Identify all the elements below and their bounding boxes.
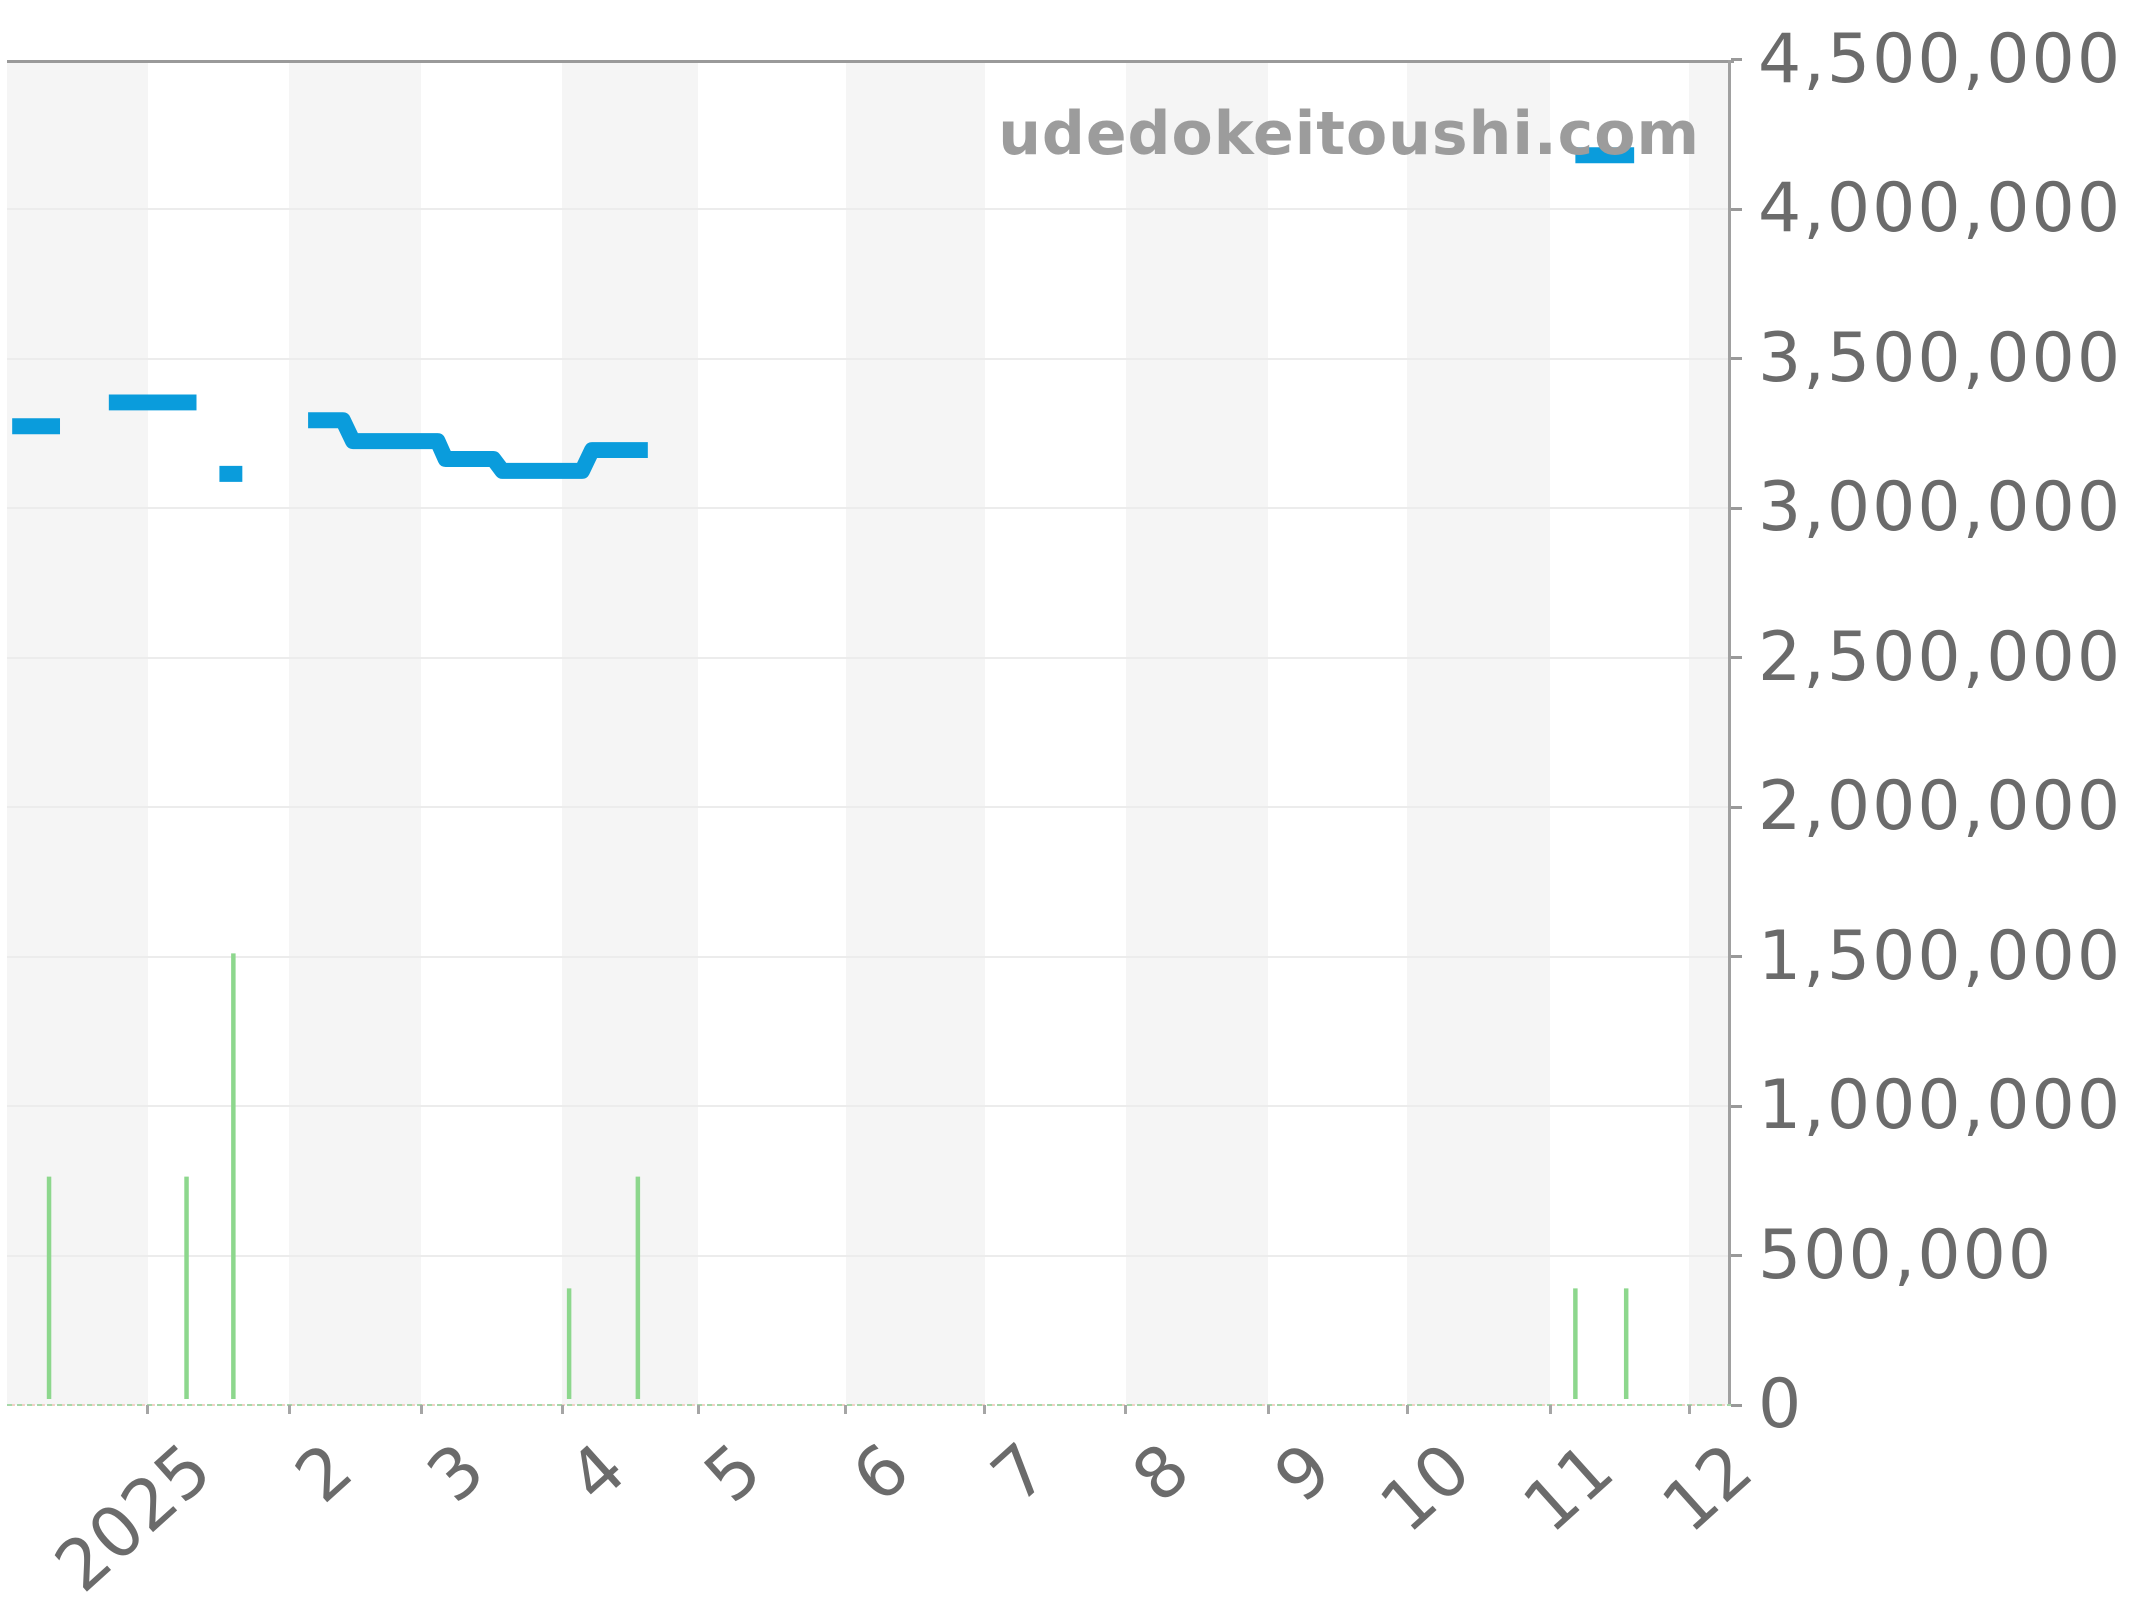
y-axis-tick (1731, 207, 1742, 211)
x-tick-label: 3 (411, 1427, 500, 1519)
x-tick-label: 5 (688, 1427, 777, 1519)
x-axis-tick (1266, 1405, 1270, 1414)
x-axis-tick (844, 1405, 847, 1414)
y-tick-label: 0 (1758, 1365, 1804, 1444)
x-tick-label: 8 (1116, 1427, 1205, 1519)
y-tick-label: 1,000,000 (1758, 1066, 2123, 1146)
x-axis-tick (560, 1405, 564, 1414)
y-axis-tick (1731, 506, 1742, 510)
y-tick-label: 2,000,000 (1758, 767, 2123, 847)
y-axis-tick (1731, 805, 1742, 809)
y-tick-label: 4,000,000 (1758, 169, 2123, 249)
y-tick-label: 2,500,000 (1758, 617, 2123, 697)
month-band (1407, 63, 1550, 1405)
x-axis-tick (696, 1405, 700, 1414)
y-tick-label: 500,000 (1758, 1215, 2054, 1295)
x-tick-label: 7 (975, 1427, 1064, 1519)
y-axis-tick (1731, 58, 1742, 62)
x-tick-label: 4 (552, 1427, 641, 1519)
price-segment (308, 412, 648, 479)
x-tick-label: 6 (836, 1427, 925, 1519)
gridline (7, 208, 1731, 211)
x-tick-label: 12 (1646, 1427, 1768, 1549)
month-band (845, 63, 985, 1405)
y-axis-tick (1731, 656, 1742, 660)
plot-top-border (7, 60, 1734, 63)
x-axis-tick (146, 1405, 149, 1414)
y-axis-tick (1731, 1403, 1742, 1407)
x-tick-label: 11 (1507, 1427, 1629, 1549)
y-axis-tick (1731, 357, 1742, 361)
gridline (7, 955, 1731, 958)
plot-right-border (1727, 60, 1731, 1405)
x-tick-label: 10 (1364, 1427, 1486, 1549)
x-axis-tick (1687, 1405, 1691, 1414)
gridline (7, 1105, 1731, 1108)
y-tick-label: 3,500,000 (1758, 318, 2123, 398)
month-band (562, 63, 698, 1405)
y-axis-tick (1731, 955, 1742, 959)
gridline (7, 1254, 1731, 1257)
x-axis-tick (1405, 1405, 1409, 1414)
gridline (7, 357, 1731, 360)
x-axis-tick (1124, 1405, 1127, 1414)
x-axis-tick (287, 1405, 291, 1414)
month-band (7, 63, 148, 1405)
month-band (1689, 63, 1731, 1405)
x-tick-label: 9 (1258, 1427, 1347, 1519)
gridline (7, 656, 1731, 659)
month-band (1125, 63, 1268, 1405)
x-axis-tick (419, 1405, 423, 1414)
y-tick-label: 1,500,000 (1758, 916, 2123, 996)
gridline (7, 806, 1731, 809)
x-tick-label: 2025 (39, 1427, 227, 1600)
month-band (289, 63, 421, 1405)
price-and-volume-series (12, 147, 1635, 1400)
x-axis-tick (983, 1405, 986, 1414)
watermark: udedokeitoushi.com (998, 99, 1700, 169)
y-tick-label: 4,500,000 (1758, 19, 2123, 99)
y-tick-label: 3,000,000 (1758, 468, 2123, 548)
gridline (7, 507, 1731, 510)
x-axis-baseline (7, 1403, 1731, 1406)
x-axis-tick (1548, 1405, 1552, 1414)
y-axis-tick (1731, 1104, 1742, 1108)
y-axis-tick (1731, 1254, 1742, 1258)
x-tick-label: 2 (279, 1427, 368, 1519)
